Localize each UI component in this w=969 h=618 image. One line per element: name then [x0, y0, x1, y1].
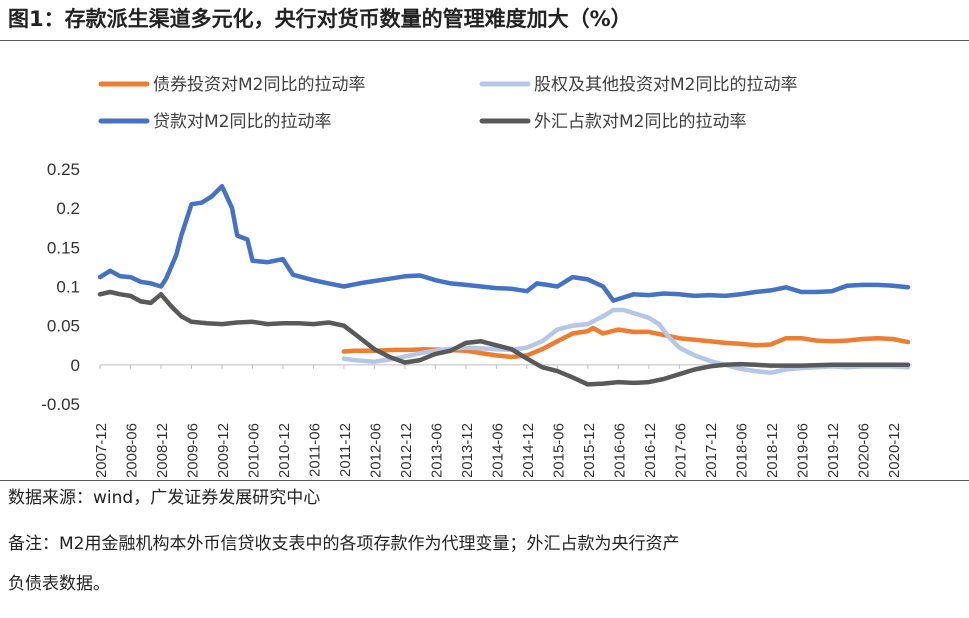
x-tick-label: 2017-12	[703, 423, 720, 477]
x-axis: 2007-12 2008-06 2008-12 2009-06 2009-12 2010-…	[93, 364, 912, 477]
figure-title: 图1：存款派生渠道多元化，央行对货币数量的管理难度加大（%）	[8, 7, 632, 31]
y-tick-label: 0.25	[47, 160, 80, 179]
x-tick-label: 2016-06	[611, 423, 628, 477]
y-tick-label: 0.1	[56, 278, 80, 297]
x-tick-label: 2017-06	[672, 423, 689, 477]
x-tick-label: 2019-06	[794, 423, 811, 477]
x-tick-label: 2010-06	[245, 423, 262, 477]
y-tick-label: -0.05	[41, 395, 80, 414]
legend-label-3: 贷款对M2同比的拉动率	[153, 112, 331, 132]
x-tick-label: 2018-12	[764, 423, 781, 477]
line-chart: 债券投资对M2同比的拉动率 股权及其他投资对M2同比的拉动率贷款对M2同比的拉动率…	[41, 75, 912, 477]
x-tick-label: 2008-12	[154, 423, 171, 477]
series-line-3	[97, 183, 911, 303]
x-tick-label: 2008-06	[123, 423, 140, 477]
x-tick-label: 2015-12	[581, 423, 598, 477]
legend-label-2: 股权及其他投资对M2同比的拉动率	[534, 75, 797, 95]
footer-divider	[0, 480, 969, 481]
x-tick-label: 2016-12	[642, 423, 659, 477]
y-tick-label: 0.05	[47, 317, 80, 336]
y-tick-label: 0	[71, 356, 80, 375]
x-tick-label: 2014-06	[489, 423, 506, 477]
x-tick-label: 2020-12	[886, 423, 903, 477]
x-tick-label: 2011-12	[337, 423, 354, 477]
x-tick-label: 2012-06	[367, 423, 384, 477]
x-tick-label: 2007-12	[93, 423, 110, 477]
x-tick-label: 2019-12	[825, 423, 842, 477]
chart-legend: 债券投资对M2同比的拉动率 股权及其他投资对M2同比的拉动率贷款对M2同比的拉动率…	[98, 75, 797, 132]
x-tick-label: 2020-06	[855, 423, 872, 477]
x-tick-label: 2018-06	[733, 423, 750, 477]
x-tick-label: 2013-06	[428, 423, 445, 477]
y-tick-label: 0.15	[47, 238, 80, 257]
x-tick-label: 2009-12	[215, 423, 232, 477]
x-tick-label: 2009-06	[184, 423, 201, 477]
y-tick-label: 0.2	[56, 199, 80, 218]
title-divider	[0, 40, 969, 41]
data-source: 数据来源：wind，广发证券发展研究中心	[8, 488, 321, 508]
legend-label-1: 债券投资对M2同比的拉动率	[153, 75, 365, 95]
chart-series	[97, 183, 911, 387]
chart-note-line-2: 负债表数据。	[8, 574, 110, 594]
x-tick-label: 2012-12	[398, 423, 415, 477]
x-tick-label: 2014-12	[520, 423, 537, 477]
x-tick-label: 2011-06	[306, 423, 323, 477]
chart-note-line-1: 备注：M2用金融机构本外币信贷收支表中的各项存款作为代理变量；外汇占款为央行资产	[8, 534, 680, 554]
y-axis: -0.05 0 0.05 0.1 0.15 0.2 0.25	[41, 160, 80, 414]
x-tick-label: 2015-06	[550, 423, 567, 477]
x-tick-label: 2013-12	[459, 423, 476, 477]
series-line-4	[97, 289, 911, 387]
x-tick-label: 2010-12	[276, 423, 293, 477]
legend-label-4: 外汇占款对M2同比的拉动率	[534, 112, 746, 132]
